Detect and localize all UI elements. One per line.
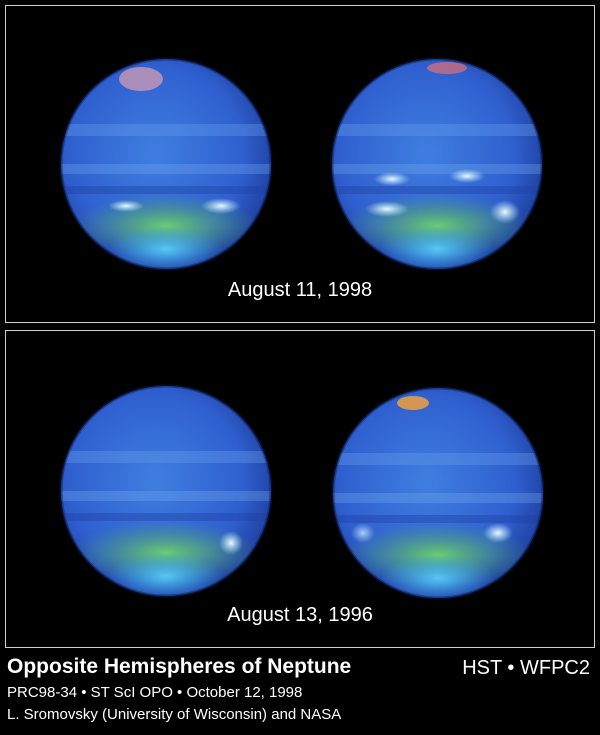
planet — [56, 59, 276, 273]
panel: August 11, 1998 — [5, 5, 595, 323]
planet-images — [6, 6, 594, 322]
planet-images — [6, 331, 594, 647]
date-label: August 11, 1998 — [227, 279, 373, 301]
credit-line: PRC98-34 • ST ScI OPO • October 12, 1998 — [7, 684, 303, 701]
authors: L. Sromovsky (University of Wisconsin) a… — [7, 706, 342, 723]
date-label: August 13, 1996 — [227, 604, 373, 626]
planet — [56, 386, 276, 600]
planet — [328, 388, 548, 602]
instrument: HST • WFPC2 — [462, 657, 590, 679]
title: Opposite Hemispheres of Neptune — [7, 655, 352, 678]
panel: August 13, 1996 — [5, 330, 595, 648]
planet — [327, 59, 547, 273]
